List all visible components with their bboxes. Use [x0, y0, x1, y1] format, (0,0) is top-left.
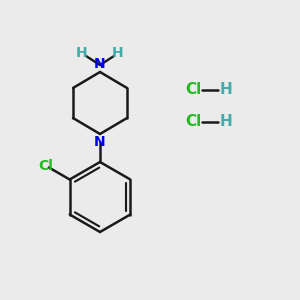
Text: H: H: [220, 82, 233, 98]
Text: Cl: Cl: [38, 160, 53, 173]
Text: N: N: [94, 57, 106, 71]
Text: Cl: Cl: [185, 115, 201, 130]
Text: H: H: [220, 115, 233, 130]
Text: N: N: [94, 135, 106, 149]
Text: H: H: [112, 46, 124, 60]
Text: H: H: [76, 46, 88, 60]
Text: Cl: Cl: [185, 82, 201, 98]
